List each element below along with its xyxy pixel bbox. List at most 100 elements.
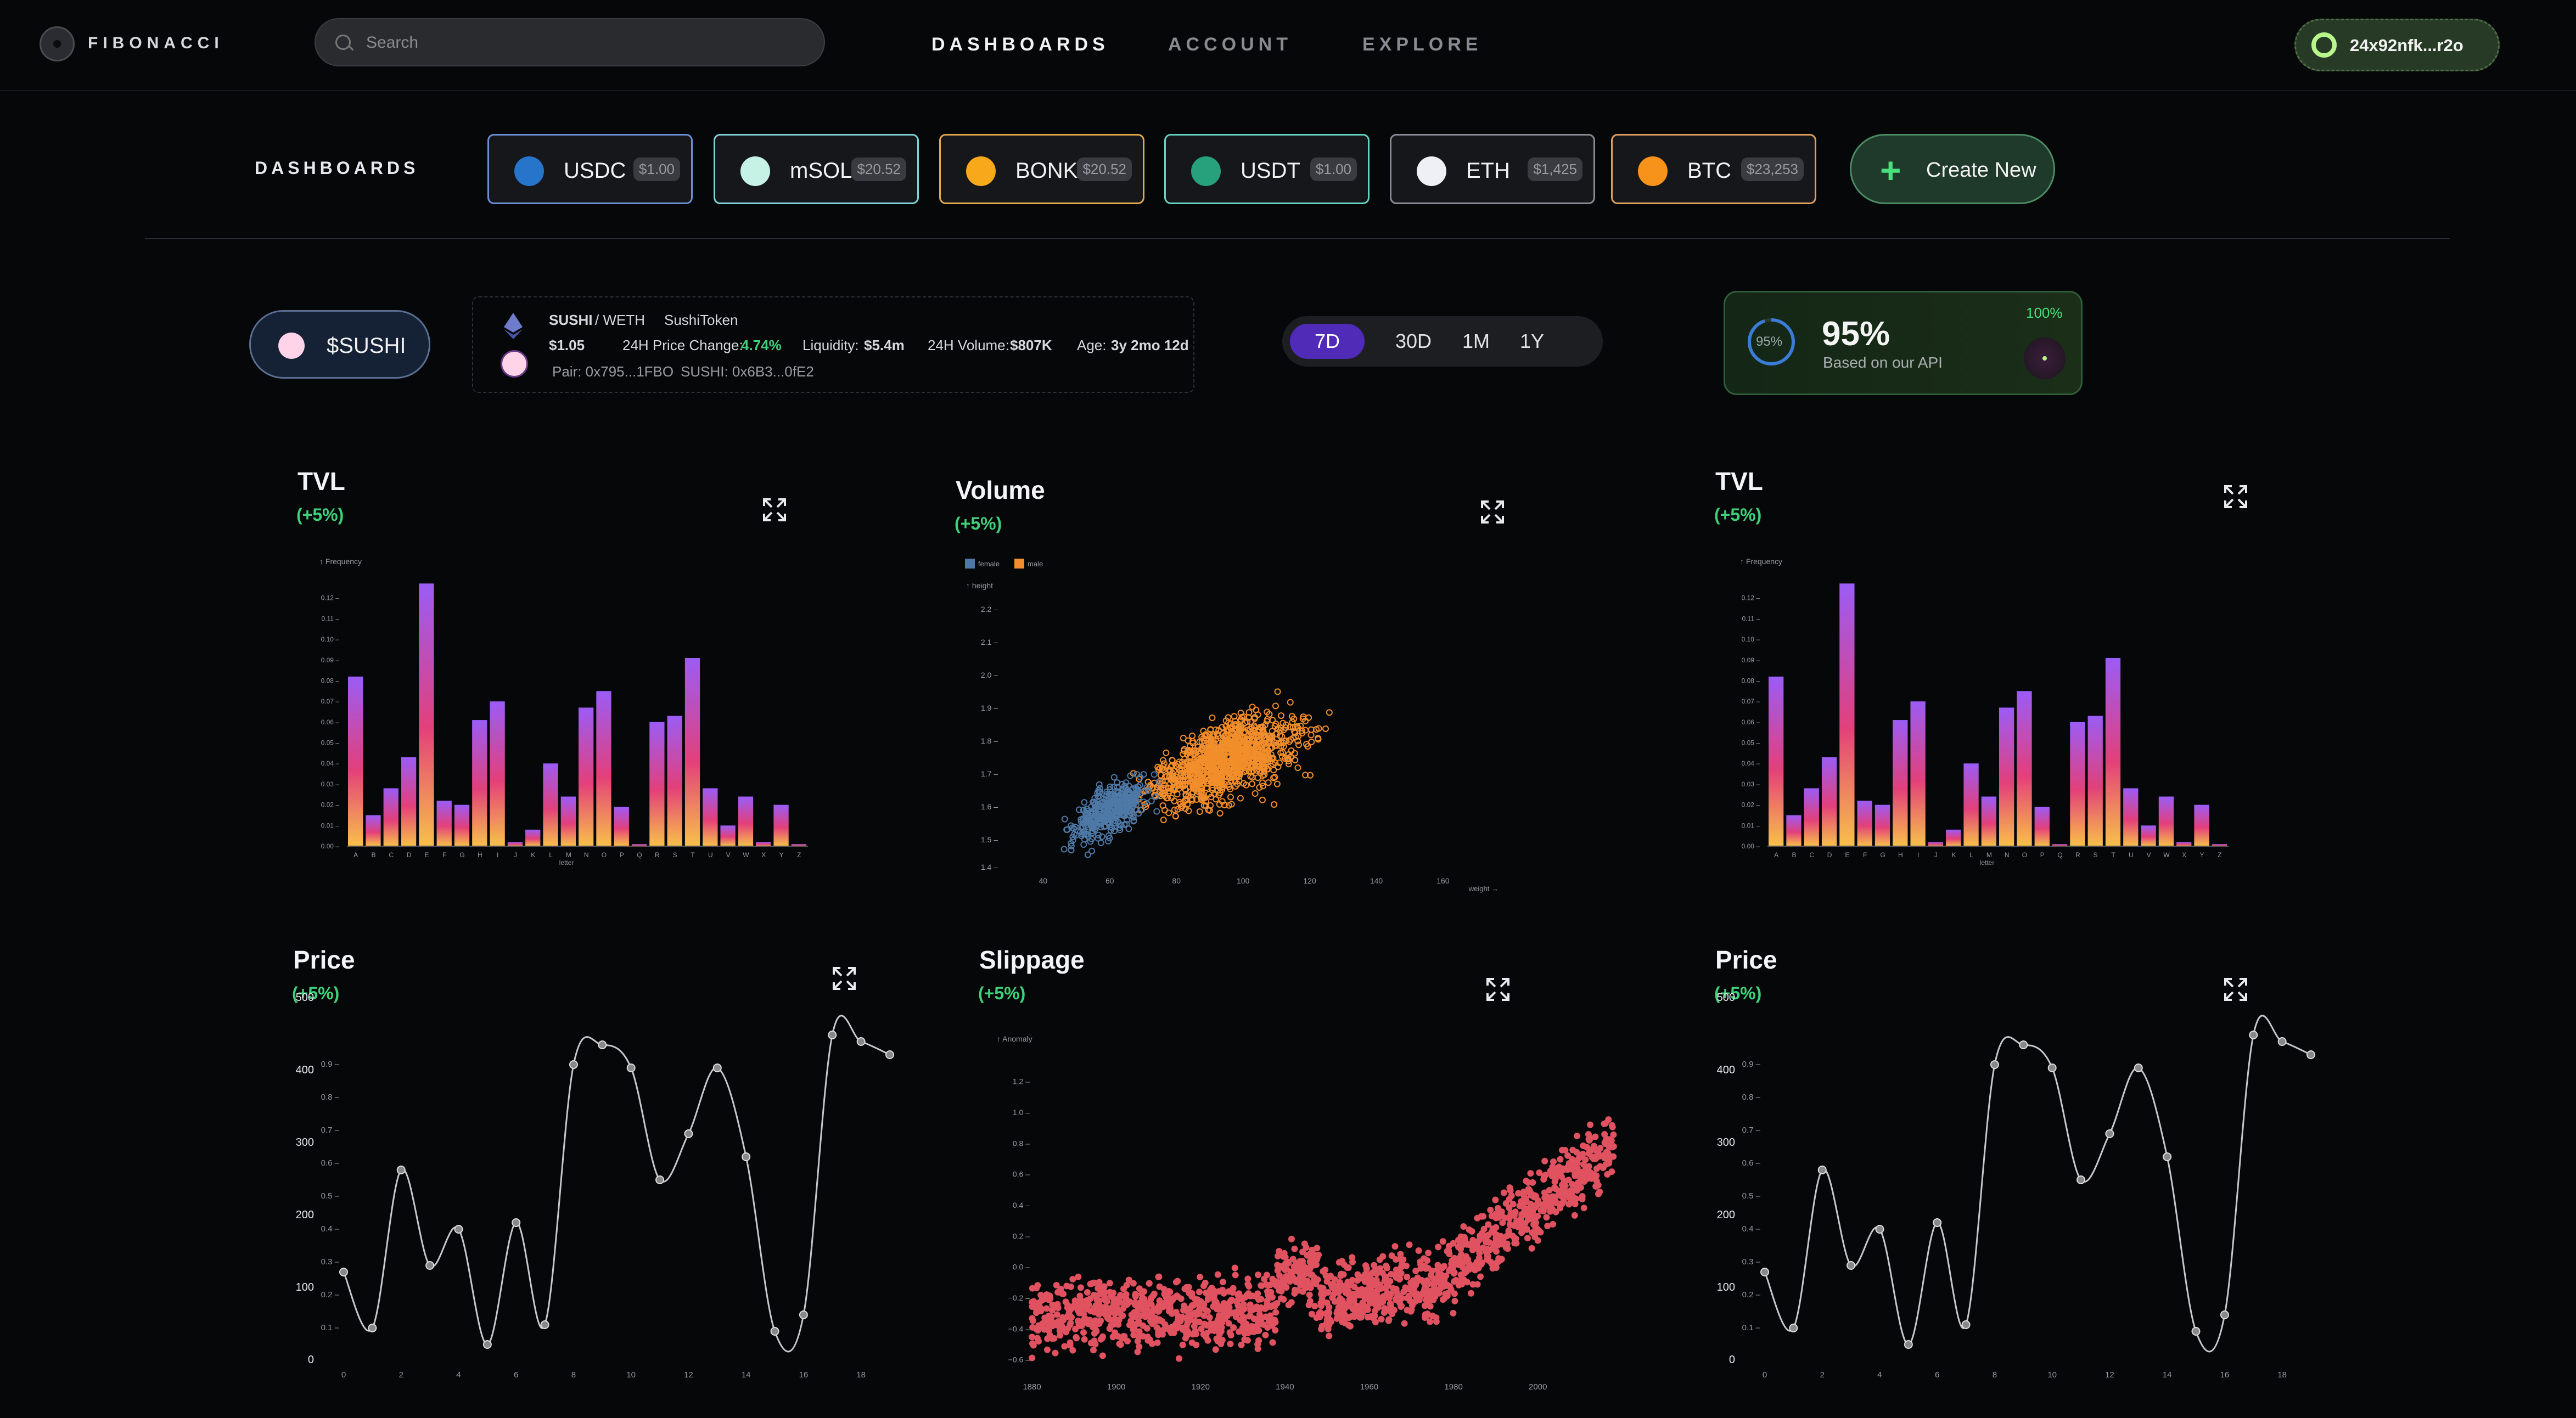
- data-point: [1404, 1274, 1411, 1281]
- data-point: [1146, 1280, 1153, 1287]
- y-tick-label: 0.4 –: [1742, 1224, 1761, 1234]
- token-tab-btc[interactable]: BTC $23,253: [1611, 134, 1816, 204]
- range-7d[interactable]: 7D: [1290, 324, 1365, 359]
- data-point-male: [1273, 742, 1280, 749]
- data-point: [1272, 1309, 1279, 1316]
- expand-icon[interactable]: [1485, 977, 1511, 1002]
- expand-icon[interactable]: [2223, 484, 2248, 509]
- data-point: [1512, 1235, 1519, 1242]
- y-tick-label: 2.1 –: [981, 638, 998, 646]
- x-tick-label: 100: [1237, 876, 1250, 885]
- data-point: [1760, 1268, 1769, 1276]
- data-point: [1326, 1332, 1333, 1340]
- nav-explore[interactable]: EXPLORE: [1362, 34, 1483, 55]
- data-point: [1587, 1121, 1594, 1128]
- nav-account[interactable]: ACCOUNT: [1168, 34, 1292, 55]
- search-input[interactable]: [365, 29, 806, 57]
- data-point: [1348, 1281, 1355, 1288]
- x-tick-label: F: [1863, 851, 1867, 859]
- data-point-male: [1191, 781, 1198, 788]
- y-tick-label: 0.07 –: [1742, 697, 1760, 705]
- data-point: [1309, 1251, 1316, 1258]
- data-point-male: [1305, 714, 1312, 721]
- data-point: [1098, 1335, 1105, 1342]
- nav-dashboards[interactable]: DASHBOARDS: [931, 34, 1109, 55]
- data-point-male: [1256, 737, 1263, 744]
- chart-change-slippage: (+5%): [978, 983, 1026, 1003]
- data-point-female: [1079, 823, 1086, 830]
- y-tick-label: 0.4 –: [321, 1224, 340, 1234]
- data-point-female: [1080, 841, 1087, 848]
- data-point: [1051, 1302, 1058, 1309]
- wallet-button[interactable]: 24x92nfk...r2o: [2294, 19, 2500, 71]
- data-point: [1172, 1309, 1180, 1316]
- pair-address[interactable]: Pair: 0x795...1FBO: [552, 363, 674, 380]
- token-tab-usdc[interactable]: USDC $1.00: [487, 134, 693, 204]
- data-point: [1551, 1185, 1558, 1192]
- data-point: [1391, 1243, 1399, 1250]
- token-selector-button[interactable]: $SUSHI: [249, 310, 430, 379]
- create-new-button[interactable]: + Create New: [1850, 134, 2055, 204]
- y-tick-label: 0.08 –: [1742, 677, 1760, 684]
- data-point: [1579, 1150, 1586, 1157]
- search-bar[interactable]: [315, 18, 825, 66]
- data-point: [1029, 1333, 1036, 1341]
- y-tick-label: 0.03 –: [321, 780, 340, 788]
- x-tick-label: 1900: [1107, 1382, 1125, 1392]
- data-point-male: [1184, 801, 1191, 808]
- data-point-male: [1291, 728, 1298, 735]
- msol-icon: [740, 156, 770, 186]
- range-30d[interactable]: 30D: [1395, 330, 1432, 352]
- data-point-male: [1247, 735, 1254, 742]
- data-point: [1350, 1312, 1357, 1319]
- token-tab-msol[interactable]: mSOL $20.52: [714, 134, 919, 204]
- data-point: [1175, 1355, 1182, 1362]
- data-point-male: [1243, 736, 1250, 743]
- data-point-male: [1200, 802, 1208, 809]
- token-tab-usdt[interactable]: USDT $1.00: [1164, 134, 1370, 204]
- data-point-male: [1259, 759, 1266, 767]
- data-point-female: [1123, 779, 1130, 786]
- data-point: [1961, 1320, 1971, 1329]
- token-tab-eth[interactable]: ETH $1,425: [1390, 134, 1595, 204]
- data-point: [1400, 1256, 1407, 1263]
- chart-change-tvl1: (+5%): [296, 505, 344, 525]
- data-point: [1602, 1120, 1609, 1127]
- data-point: [1421, 1302, 1428, 1309]
- data-point-male: [1164, 795, 1171, 802]
- expand-icon[interactable]: [2223, 977, 2248, 1002]
- token-address[interactable]: SUSHI: 0x6B3...0fE2: [681, 363, 814, 380]
- x-tick-label: Z: [797, 851, 801, 859]
- data-point: [1166, 1303, 1174, 1310]
- data-point-male: [1285, 761, 1292, 768]
- range-1m[interactable]: 1M: [1462, 330, 1490, 352]
- data-point-male: [1160, 817, 1167, 824]
- x-tick-label: 1980: [1444, 1382, 1462, 1392]
- data-point: [1580, 1142, 1587, 1149]
- data-point: [1366, 1300, 1373, 1307]
- data-point: [1211, 1296, 1218, 1303]
- expand-icon[interactable]: [1480, 499, 1505, 525]
- data-point: [1349, 1254, 1356, 1261]
- data-point-male: [1261, 768, 1268, 775]
- x-tick-label: J: [1934, 851, 1938, 859]
- volume-label: 24H Volume:: [928, 337, 1009, 353]
- expand-icon[interactable]: [762, 497, 787, 522]
- data-point: [1537, 1207, 1545, 1214]
- data-point: [1219, 1286, 1226, 1293]
- range-1y[interactable]: 1Y: [1519, 330, 1545, 352]
- expand-icon[interactable]: [832, 966, 857, 991]
- x-tick-label: Q: [637, 851, 642, 859]
- data-point: [1601, 1131, 1608, 1138]
- data-point: [1603, 1149, 1610, 1156]
- data-point: [1552, 1194, 1559, 1201]
- data-point: [1450, 1270, 1457, 1277]
- data-point: [1397, 1251, 1404, 1258]
- data-point: [2277, 1037, 2287, 1046]
- data-point-male: [1222, 767, 1229, 774]
- token-tab-bonk[interactable]: BONK $20.52: [939, 134, 1144, 204]
- data-point: [1313, 1256, 1320, 1263]
- data-point-male: [1251, 790, 1259, 797]
- data-point: [1217, 1340, 1225, 1347]
- data-point: [1299, 1248, 1306, 1256]
